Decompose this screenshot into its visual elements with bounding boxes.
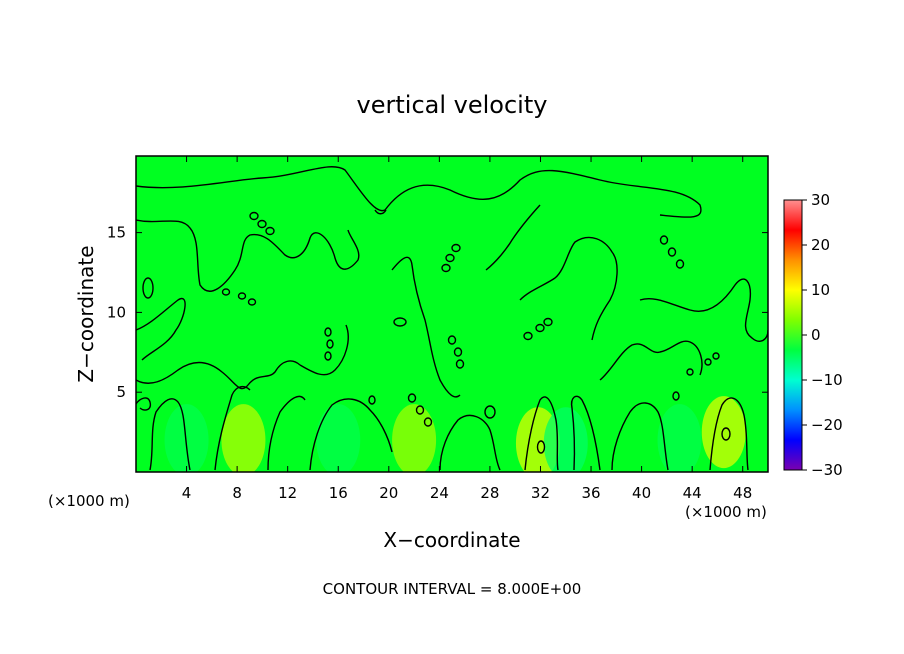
contour-line (142, 277, 154, 299)
y-tick-label: 15 (107, 224, 126, 242)
contour-line (523, 331, 533, 341)
contour-interval-note: CONTOUR INTERVAL = 8.000E+00 (323, 580, 582, 598)
x-tick-label: 36 (581, 484, 600, 502)
contour-line (535, 323, 545, 333)
contour-line (611, 402, 669, 471)
contour-line (136, 219, 360, 292)
contour-line (445, 253, 455, 263)
downdraft-region (543, 407, 588, 472)
contour-line (149, 398, 191, 471)
contour-line (439, 414, 501, 471)
contour-line (423, 417, 433, 427)
contour-line (536, 440, 546, 454)
x-tick-label: 8 (232, 484, 242, 502)
x-tick-label: 28 (480, 484, 499, 502)
contour-line (484, 405, 496, 419)
contour-line (136, 166, 702, 218)
contour-lines (136, 166, 768, 471)
downdraft-region (657, 404, 702, 472)
contour-line (407, 393, 417, 403)
colorbar-tick-label: −20 (811, 416, 843, 434)
contour-line (659, 235, 669, 245)
contour-line (543, 317, 553, 327)
contour-line (326, 339, 334, 349)
contour-line (639, 278, 768, 342)
plot-frame (135, 155, 769, 473)
chart-title: vertical velocity (357, 91, 548, 119)
contour-line (136, 360, 301, 390)
x-tick-label: 48 (733, 484, 752, 502)
y-axis: 5 10 15 (107, 224, 768, 401)
colorbar-tick-label: 0 (811, 326, 821, 344)
contour-line (247, 298, 257, 306)
x-tick-label: 32 (531, 484, 550, 502)
colorbar-tick-label: 30 (811, 191, 830, 209)
contour-line (415, 405, 425, 415)
contour-line (299, 324, 349, 376)
contour-line (712, 352, 720, 360)
contour-line (447, 335, 457, 345)
contour-line (393, 317, 407, 327)
contour-line (441, 263, 451, 273)
x-tick-label: 16 (329, 484, 348, 502)
x-tick-label: 4 (182, 484, 192, 502)
contour-line (453, 347, 463, 357)
contour-line (136, 397, 152, 411)
updraft-region (221, 404, 266, 472)
y-tick-label: 10 (107, 303, 126, 321)
contour-line (368, 395, 376, 405)
contour-line (709, 397, 749, 471)
contour-line (374, 209, 387, 215)
contour-line (221, 288, 231, 296)
contour-line (519, 236, 618, 341)
x-tick-label: 44 (683, 484, 702, 502)
colorbar-tick-label: −10 (811, 371, 843, 389)
x-axis-label: X−coordinate (383, 528, 520, 552)
contour-line (265, 226, 275, 236)
contour-line (704, 358, 712, 366)
colorbar-ticks: 30 20 10 0 −10 −20 −30 (802, 191, 843, 479)
contour-line (672, 391, 680, 401)
contour-line (309, 398, 393, 471)
contour-line (599, 340, 703, 381)
y-axis-label: Z−coordinate (74, 245, 98, 382)
contour-line (455, 359, 465, 369)
y-tick-label: 5 (116, 383, 126, 401)
colorbar-tick-label: 10 (811, 281, 830, 299)
contour-line (451, 243, 461, 253)
x-tick-label: 12 (278, 484, 297, 502)
updraft-region (392, 404, 437, 472)
contour-line (324, 351, 332, 361)
x-units-right: (×1000 m) (685, 503, 767, 521)
contour-line (214, 385, 251, 471)
contour-line (257, 219, 267, 229)
contour-line (570, 395, 601, 471)
downdraft-region (164, 404, 209, 472)
contour-line (485, 204, 541, 271)
x-tick-label: 40 (632, 484, 651, 502)
downdraft-region (316, 404, 361, 472)
contour-line (524, 396, 559, 471)
contour-line (324, 327, 332, 337)
contour-line (249, 211, 259, 221)
updraft-region (701, 396, 746, 469)
contour-line (391, 256, 461, 398)
contour-line (267, 395, 306, 471)
x-units-left: (×1000 m) (48, 492, 130, 510)
colorbar-tick-label: −30 (811, 461, 843, 479)
x-tick-label: 24 (430, 484, 449, 502)
contour-line (675, 259, 685, 269)
x-tick-label: 20 (379, 484, 398, 502)
contour-line (136, 297, 186, 361)
x-axis: 4 8 12 16 20 24 28 32 36 40 44 48 (182, 156, 752, 502)
colorbar: 30 20 10 0 −10 −20 −30 (783, 191, 843, 479)
colorbar-ramp (783, 199, 803, 471)
contour-line (686, 368, 694, 376)
contour-line (721, 427, 731, 441)
colorbar-tick-label: 20 (811, 236, 830, 254)
contour-line (667, 247, 677, 257)
contour-line (237, 292, 247, 300)
plot-area (135, 155, 769, 473)
